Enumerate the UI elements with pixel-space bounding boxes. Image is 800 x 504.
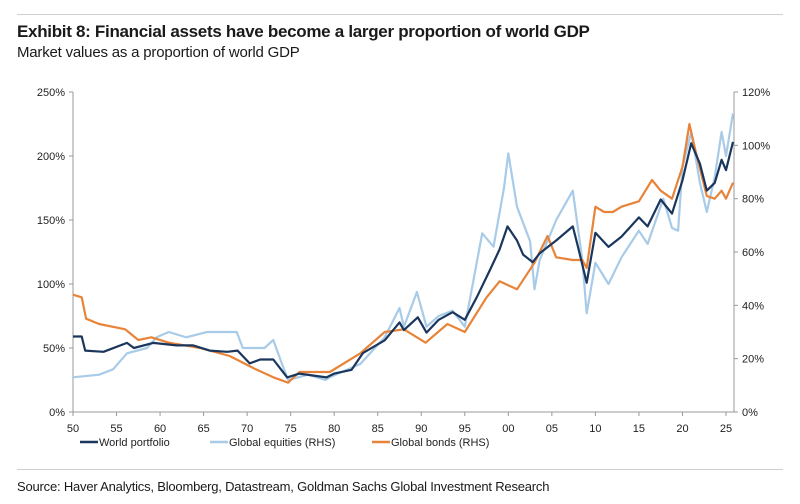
series-lines xyxy=(72,113,735,384)
legend-label: Global bonds (RHS) xyxy=(391,437,489,449)
x-tick-label: 50 xyxy=(67,423,79,435)
left-tick-label: 50% xyxy=(43,343,65,355)
legend-label: World portfolio xyxy=(99,437,170,449)
left-tick-label: 0% xyxy=(49,407,65,419)
right-tick-label: 100% xyxy=(742,140,770,152)
series-line-global-equities-rhs xyxy=(72,113,735,382)
x-tick-label: 15 xyxy=(633,423,645,435)
left-tick-label: 100% xyxy=(37,279,65,291)
x-tick-label: 95 xyxy=(459,423,471,435)
x-tick-label: 20 xyxy=(676,423,688,435)
x-tick-label: 60 xyxy=(154,423,166,435)
x-tick-label: 10 xyxy=(589,423,601,435)
x-tick-label: 05 xyxy=(546,423,558,435)
legend: World portfolio Global equities (RHS) Glob… xyxy=(80,437,489,449)
x-tick-label: 85 xyxy=(372,423,384,435)
x-tick-label: 00 xyxy=(502,423,514,435)
x-tick-label: 65 xyxy=(197,423,209,435)
right-tick-label: 120% xyxy=(742,87,770,99)
right-tick-label: 80% xyxy=(742,194,764,206)
x-tick-label: 90 xyxy=(415,423,427,435)
x-tick-label: 25 xyxy=(720,423,732,435)
left-tick-label: 200% xyxy=(37,151,65,163)
source-note: Source: Haver Analytics, Bloomberg, Data… xyxy=(17,479,550,494)
x-tick-label: 70 xyxy=(241,423,253,435)
right-tick-label: 40% xyxy=(742,300,764,312)
bottom-rule xyxy=(17,469,783,470)
top-rule xyxy=(17,14,783,15)
chart-title: Exhibit 8: Financial assets have become … xyxy=(17,22,590,41)
right-tick-label: 60% xyxy=(742,247,764,259)
axes: 0% 50% 100% 150% 200% 250% 0% 20% 40% 60% 80% 100% 1… xyxy=(37,87,770,435)
x-tick-label: 80 xyxy=(328,423,340,435)
right-tick-label: 0% xyxy=(742,407,758,419)
left-tick-label: 250% xyxy=(37,87,65,99)
series-line-world-portfolio xyxy=(73,141,735,379)
chart-subtitle: Market values as a proportion of world G… xyxy=(17,44,300,61)
legend-label: Global equities (RHS) xyxy=(229,437,335,449)
right-tick-label: 20% xyxy=(742,354,764,366)
x-tick-label: 75 xyxy=(285,423,297,435)
left-tick-label: 150% xyxy=(37,215,65,227)
x-tick-label: 55 xyxy=(110,423,122,435)
